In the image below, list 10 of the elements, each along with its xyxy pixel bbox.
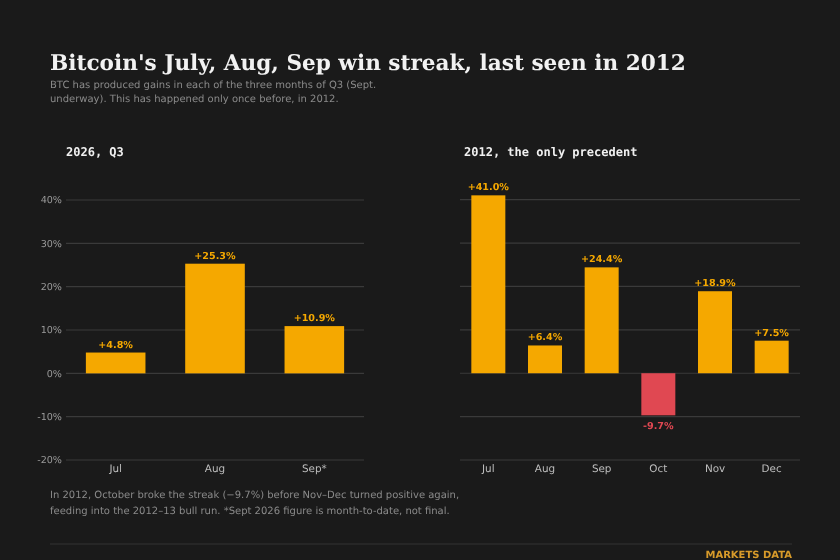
bar — [85, 352, 146, 374]
text: Bitcoin's July, Aug, Sep win streak, last seen in 2012 — [50, 50, 686, 76]
bar — [698, 291, 732, 374]
bar — [528, 345, 562, 374]
bar — [754, 340, 789, 374]
bar — [284, 326, 345, 374]
bar — [584, 267, 619, 374]
bar — [471, 195, 506, 374]
bar — [641, 373, 676, 416]
bar — [185, 263, 245, 374]
